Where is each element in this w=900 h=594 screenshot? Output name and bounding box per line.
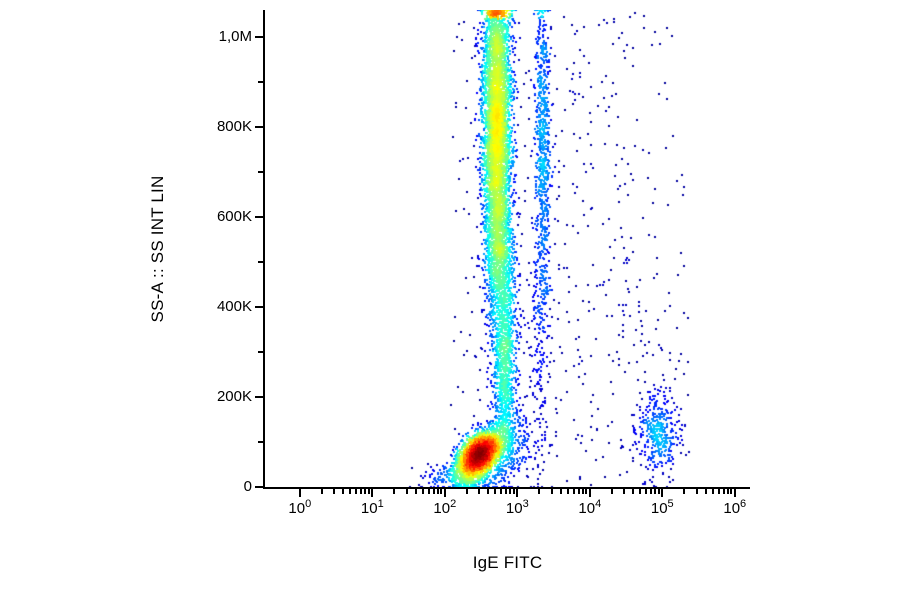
y-tick-minor	[258, 441, 263, 443]
y-tick-label: 200K	[216, 388, 252, 405]
x-tick-minor	[711, 489, 714, 494]
x-tick-minor	[494, 489, 497, 494]
y-tick-major	[255, 126, 263, 128]
x-tick-minor	[342, 489, 345, 494]
x-tick-minor	[393, 489, 396, 494]
x-tick-minor	[610, 489, 613, 494]
y-tick-major	[255, 36, 263, 38]
x-tick-minor	[654, 489, 657, 494]
x-tick-minor	[500, 489, 503, 494]
y-axis-title: SS-A :: SS INT LIN	[148, 175, 167, 323]
x-tick-minor	[421, 489, 424, 494]
x-tick-label: 105	[650, 498, 674, 518]
plot-canvas	[265, 10, 750, 487]
x-tick-major	[588, 489, 591, 497]
x-tick-minor	[465, 489, 468, 494]
x-tick-minor	[360, 489, 363, 494]
y-tick-label: 800K	[216, 118, 252, 135]
y-tick-label: 0	[243, 478, 252, 495]
y-tick-label: 1,0M	[218, 28, 252, 45]
y-tick-major	[255, 306, 263, 308]
x-tick-major	[661, 489, 664, 497]
x-tick-minor	[695, 489, 698, 494]
x-tick-minor	[577, 489, 580, 494]
x-tick-minor	[440, 489, 443, 494]
x-tick-minor	[704, 489, 707, 494]
x-tick-major	[371, 489, 374, 497]
x-tick-minor	[333, 489, 336, 494]
x-tick-minor	[509, 489, 512, 494]
y-tick-minor	[258, 171, 263, 173]
y-tick-minor	[258, 351, 263, 353]
x-tick-minor	[657, 489, 660, 494]
x-tick-minor	[505, 489, 508, 494]
x-tick-minor	[320, 489, 323, 494]
x-tick-minor	[559, 489, 562, 494]
x-tick-minor	[726, 489, 729, 494]
y-tick-label: 400K	[216, 298, 252, 315]
x-tick-minor	[432, 489, 435, 494]
y-tick-minor	[258, 261, 263, 263]
x-tick-major	[443, 489, 446, 497]
y-tick-label: 600K	[216, 208, 252, 225]
x-axis-title: IgE FITC	[472, 553, 543, 572]
x-tick-minor	[639, 489, 642, 494]
x-tick-minor	[355, 489, 358, 494]
y-axis-line	[263, 10, 265, 489]
x-tick-minor	[436, 489, 439, 494]
x-axis-line	[263, 487, 750, 489]
x-tick-label: 104	[578, 498, 602, 518]
x-tick-minor	[478, 489, 481, 494]
x-tick-minor	[572, 489, 575, 494]
x-tick-minor	[364, 489, 367, 494]
x-tick-label: 100	[288, 498, 312, 518]
x-tick-label: 102	[433, 498, 457, 518]
y-tick-major	[255, 396, 263, 398]
x-tick-minor	[585, 489, 588, 494]
x-tick-label: 103	[505, 498, 529, 518]
x-tick-minor	[487, 489, 490, 494]
y-tick-major	[255, 216, 263, 218]
x-tick-minor	[427, 489, 430, 494]
x-tick-minor	[405, 489, 408, 494]
x-tick-minor	[683, 489, 686, 494]
x-tick-label: 106	[723, 498, 747, 518]
x-tick-minor	[512, 489, 515, 494]
x-tick-minor	[414, 489, 417, 494]
x-tick-minor	[349, 489, 352, 494]
x-tick-minor	[632, 489, 635, 494]
x-tick-major	[298, 489, 301, 497]
x-tick-minor	[367, 489, 370, 494]
x-tick-minor	[623, 489, 626, 494]
x-tick-minor	[645, 489, 648, 494]
x-tick-minor	[538, 489, 541, 494]
x-tick-minor	[717, 489, 720, 494]
x-tick-major	[516, 489, 519, 497]
x-tick-minor	[650, 489, 653, 494]
y-tick-major	[255, 486, 263, 488]
x-tick-label: 101	[360, 498, 384, 518]
x-tick-minor	[722, 489, 725, 494]
x-tick-minor	[730, 489, 733, 494]
x-tick-minor	[581, 489, 584, 494]
y-tick-minor	[258, 81, 263, 83]
x-tick-minor	[550, 489, 553, 494]
x-tick-major	[733, 489, 736, 497]
x-tick-minor	[566, 489, 569, 494]
